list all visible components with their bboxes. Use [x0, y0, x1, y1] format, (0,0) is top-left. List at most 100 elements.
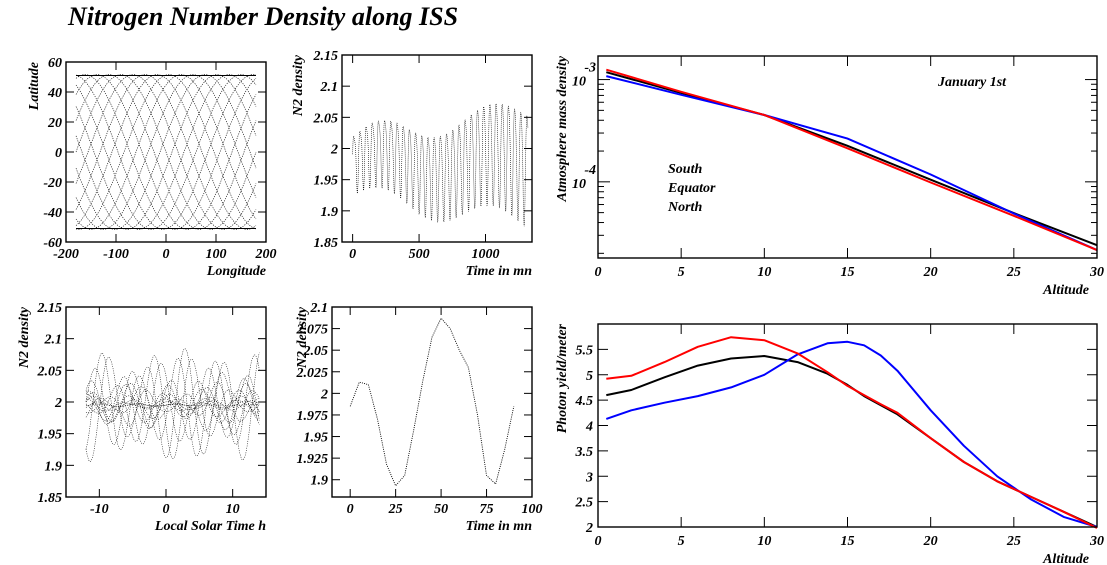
legend-entry-north: North [667, 200, 702, 215]
y-tick-label: 1.85 [38, 491, 63, 506]
x-tick-label: 15 [841, 534, 855, 549]
y-tick-label: 1.9 [321, 205, 339, 220]
ground-track [75, 74, 257, 230]
x-tick-label: 500 [409, 247, 430, 262]
y-tick-label: 1.925 [297, 452, 329, 467]
series-line [349, 317, 515, 487]
x-tick-label: -200 [53, 247, 79, 262]
series-line [85, 378, 260, 430]
series-line-equator [605, 340, 1098, 528]
y-tick-label: -20 [43, 176, 62, 191]
y-tick-label: 4.5 [575, 394, 594, 409]
x-tick-label: 0 [347, 502, 354, 517]
x-tick-label: 100 [522, 502, 543, 517]
x-axis-label: Longitude [206, 264, 266, 279]
x-axis-label: Local Solar Time h [154, 519, 266, 534]
y-tick-label: 1.975 [297, 409, 329, 424]
y-tick-label: -60 [43, 236, 62, 251]
y-tick-label: 2.5 [575, 496, 594, 511]
x-tick-label: 1000 [471, 247, 499, 262]
y-tick-label: -40 [43, 206, 62, 221]
y-tick-label: 2.1 [310, 301, 329, 316]
x-tick-label: 5 [678, 534, 685, 549]
y-tick-label: 5 [586, 369, 593, 384]
ground-track [75, 74, 257, 230]
y-tick-label: 2.025 [296, 366, 329, 381]
ground-track [75, 74, 257, 230]
ground-track [75, 74, 257, 230]
x-axis-label: Altitude [1042, 552, 1089, 565]
y-axis-label: N2 density [291, 54, 306, 117]
series-line [85, 357, 260, 457]
y-tick-label: 4 [585, 420, 593, 435]
y-tick-label: 1.95 [38, 428, 63, 443]
series-line [352, 103, 529, 227]
y-tick-label: 1.85 [314, 236, 339, 251]
y-tick-label: 3.5 [575, 445, 594, 460]
ground-track [75, 74, 257, 230]
ground-track [75, 74, 257, 230]
y-tick-label: 2.05 [303, 344, 329, 359]
y-tick-label: 2.1 [44, 333, 63, 348]
x-axis-label: Time in mn [466, 264, 533, 279]
y-axis-label: Latitude [27, 62, 42, 111]
ground-track [75, 74, 257, 230]
series-line [85, 388, 260, 423]
y-tick-label-exponent: -3 [584, 61, 596, 76]
plot-frame [331, 306, 533, 498]
y-tick-label: 0 [55, 146, 62, 161]
y-tick-label: 2 [320, 387, 328, 402]
series-line-south [606, 355, 1098, 528]
figure-title: Nitrogen Number Density along ISS [68, 2, 459, 31]
y-tick-label: 2.05 [313, 111, 339, 126]
x-tick-label: 25 [1006, 265, 1021, 280]
x-tick-label: -100 [103, 247, 129, 262]
ground-track [75, 74, 257, 230]
y-axis-label: Photon yield/meter [555, 323, 570, 433]
x-tick-label: 100 [206, 247, 227, 262]
y-tick-label: 40 [47, 86, 62, 101]
x-tick-label: 15 [841, 265, 855, 280]
y-axis-label: Atmosphere mass density [555, 55, 570, 202]
series-line [85, 367, 260, 446]
x-tick-label: 5 [678, 265, 685, 280]
x-tick-label: -10 [90, 502, 109, 517]
x-tick-label: 30 [1089, 534, 1104, 549]
x-tick-label: 0 [595, 534, 602, 549]
plot-frame [597, 55, 1098, 259]
ground-track [75, 74, 257, 230]
y-tick-label: 2.15 [313, 49, 339, 64]
y-tick-label: 1.9 [311, 474, 329, 489]
y-tick-label: 2 [330, 143, 338, 158]
series-line-north [606, 68, 1098, 252]
x-tick-label: 25 [388, 502, 403, 517]
y-tick-label: 1.9 [45, 459, 63, 474]
x-axis-label: Altitude [1042, 283, 1089, 298]
series-line [85, 352, 260, 463]
x-tick-label: 50 [434, 502, 448, 517]
x-tick-label: 0 [595, 265, 602, 280]
series-line [85, 355, 260, 459]
series-line [85, 352, 260, 450]
y-tick-label: 10 [572, 75, 586, 90]
annotation-date: January 1st [937, 75, 1007, 90]
x-tick-label: 20 [923, 265, 938, 280]
ground-track [75, 74, 257, 230]
series-line [85, 367, 260, 440]
ground-track [75, 74, 257, 230]
panel-lat-lon: -200 -100 0 100 200-60-40-200204060Longitude… [27, 56, 277, 279]
series-line-equator [606, 75, 1098, 252]
series-line-north [606, 336, 1098, 529]
x-tick-label: 30 [1089, 265, 1104, 280]
y-tick-label: 10 [572, 177, 586, 192]
ground-track [75, 74, 257, 230]
plot-frame [597, 323, 1098, 528]
y-axis-label: N2 density [17, 306, 32, 369]
legend-entry-equator: Equator [667, 181, 716, 196]
x-tick-label: 0 [163, 247, 170, 262]
series-line [85, 348, 260, 458]
legend-entry-south: South [668, 162, 702, 177]
ground-track [75, 74, 257, 230]
